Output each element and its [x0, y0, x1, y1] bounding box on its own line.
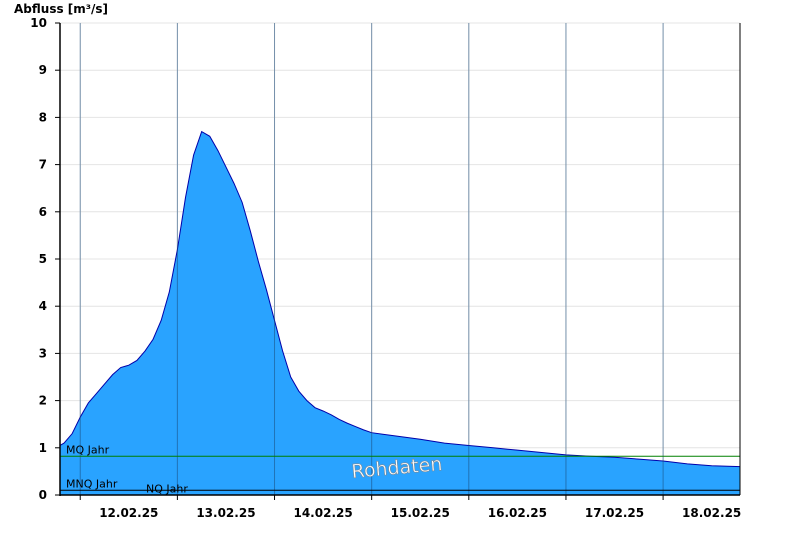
- y-tick-labels: 0 1 2 3 4 5 6 7 8 9 10: [30, 16, 47, 502]
- x-tick-labels: 12.02.25 13.02.25 14.02.25 15.02.25 16.02.25…: [99, 506, 741, 520]
- y-tick-label: 3: [39, 346, 47, 360]
- axes: [55, 22, 741, 500]
- y-tick-label: 6: [39, 205, 47, 219]
- y-tick-label: 1: [39, 441, 47, 455]
- x-tick-label: 13.02.25: [196, 506, 255, 520]
- nq-label: NQ Jahr: [146, 482, 188, 495]
- y-tick-label: 4: [39, 299, 47, 313]
- y-tick-label: 9: [39, 63, 47, 77]
- y-tick-label: 5: [39, 252, 47, 266]
- area-layer: [59, 23, 741, 495]
- y-tick-label: 10: [30, 16, 47, 30]
- x-tick-label: 18.02.25: [682, 506, 741, 520]
- x-tick-label: 15.02.25: [391, 506, 450, 520]
- y-axis-label: Abfluss [m³/s]: [14, 2, 108, 16]
- y-tick-label: 0: [39, 488, 47, 502]
- y-tick-label: 2: [39, 394, 47, 408]
- x-tick-label: 12.02.25: [99, 506, 158, 520]
- mq-label: MQ Jahr: [66, 443, 110, 456]
- y-tick-label: 7: [39, 158, 47, 172]
- x-tick-label: 14.02.25: [293, 506, 352, 520]
- x-tick-label: 17.02.25: [585, 506, 644, 520]
- reference-lines: MQ Jahr MNQ Jahr NQ Jahr: [60, 443, 740, 495]
- y-tick-label: 8: [39, 110, 47, 124]
- x-tick-label: 16.02.25: [488, 506, 547, 520]
- discharge-area: [60, 131, 740, 495]
- mnq-label: MNQ Jahr: [66, 477, 118, 490]
